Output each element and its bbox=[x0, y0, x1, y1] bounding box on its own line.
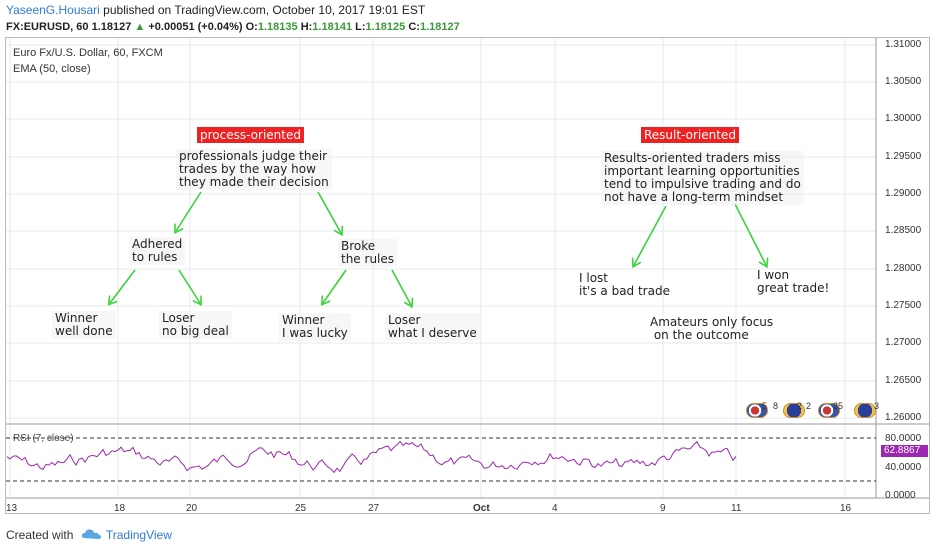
event-count: 8 bbox=[773, 401, 779, 411]
price-tick: 1.26000 bbox=[885, 412, 922, 423]
open-label: O: bbox=[245, 21, 258, 33]
loser-nobig-note[interactable]: Loser no big deal bbox=[159, 311, 232, 339]
loser-deserve-note[interactable]: Loser what I deserve bbox=[385, 313, 480, 341]
publish-date: published on TradingView.com, October 10… bbox=[103, 3, 426, 17]
winner-done-note[interactable]: Winner well done bbox=[52, 311, 116, 339]
result-oriented-label[interactable]: Result-oriented bbox=[641, 127, 739, 143]
arrow-to-adhered bbox=[176, 191, 202, 231]
price-tick: 1.27500 bbox=[885, 300, 922, 311]
time-tick: 25 bbox=[295, 503, 307, 514]
us-event-flag-icon[interactable] bbox=[818, 403, 840, 418]
time-tick: 20 bbox=[186, 503, 198, 514]
instrument-label: Euro Fx/U.S. Dollar, 60, FXCM bbox=[13, 47, 163, 59]
rsi-tick: 80.0000 bbox=[885, 433, 922, 444]
arrow-to-loser-deserve bbox=[391, 269, 411, 305]
created-with-text: Created with bbox=[6, 528, 74, 542]
last-price: 1.18127 bbox=[91, 21, 132, 33]
low-label: L: bbox=[355, 21, 366, 33]
time-tick: 4 bbox=[552, 503, 558, 514]
arrow-to-won bbox=[734, 203, 766, 265]
time-tick: 11 bbox=[731, 503, 742, 514]
result-oriented-note[interactable]: Results-oriented traders miss important … bbox=[601, 151, 804, 205]
price-tick: 1.31000 bbox=[885, 39, 922, 50]
open-value: 1.18135 bbox=[257, 21, 298, 33]
price-tick: 1.27000 bbox=[885, 337, 922, 348]
high-value: 1.18141 bbox=[312, 21, 353, 33]
close-label: C: bbox=[408, 21, 420, 33]
tradingview-link[interactable]: TradingView bbox=[105, 528, 172, 542]
won-note[interactable]: I won great trade! bbox=[757, 268, 830, 295]
publish-info: YaseenG.Housari published on TradingView… bbox=[6, 3, 425, 17]
ema-indicator-label[interactable]: EMA (50, close) bbox=[13, 63, 91, 75]
event-count: 5 bbox=[762, 401, 768, 411]
lost-note[interactable]: I lost it's a bad trade bbox=[579, 271, 670, 298]
process-oriented-note[interactable]: professionals judge their trades by the … bbox=[176, 149, 332, 190]
rsi-tick: 40.0000 bbox=[885, 462, 922, 473]
event-count: 3 bbox=[874, 401, 880, 411]
high-label: H: bbox=[300, 21, 313, 33]
time-tick: 27 bbox=[368, 503, 380, 514]
change-up-icon: ▲ bbox=[134, 21, 146, 33]
chart-frame[interactable] bbox=[5, 37, 930, 514]
symbol-label: FX:EURUSD, 60 bbox=[6, 21, 89, 33]
winner-lucky-note[interactable]: Winner I was lucky bbox=[279, 313, 351, 341]
arrow-to-broke bbox=[317, 191, 341, 233]
price-tick: 1.30000 bbox=[885, 113, 922, 124]
time-tick: Oct bbox=[473, 503, 490, 514]
arrow-to-loser-nobig bbox=[178, 269, 200, 303]
price-tick: 1.26500 bbox=[885, 375, 922, 386]
price-tick: 1.29000 bbox=[885, 188, 922, 199]
quote-bar: FX:EURUSD, 60 1.18127 ▲ +0.00051 (+0.04%… bbox=[6, 21, 460, 33]
arrow-to-lost bbox=[634, 205, 667, 265]
time-tick: 18 bbox=[114, 503, 126, 514]
eu-event-flag-icon[interactable] bbox=[783, 403, 805, 418]
amateurs-note[interactable]: Amateurs only focus on the outcome bbox=[650, 315, 774, 342]
price-tick: 1.29500 bbox=[885, 151, 922, 162]
time-tick: 9 bbox=[660, 503, 666, 514]
arrow-to-winner-lucky bbox=[323, 269, 347, 303]
time-tick: 16 bbox=[840, 503, 852, 514]
price-tick: 1.28500 bbox=[885, 225, 922, 236]
broke-note[interactable]: Broke the rules bbox=[338, 239, 398, 267]
tradingview-cloud-icon bbox=[81, 529, 101, 539]
eu-event-flag-icon[interactable] bbox=[854, 403, 876, 418]
author-link[interactable]: YaseenG.Housari bbox=[6, 3, 100, 17]
rsi-tick: 0.0000 bbox=[885, 490, 916, 501]
event-count: 2 bbox=[806, 401, 812, 411]
close-value: 1.18127 bbox=[419, 21, 460, 33]
us-event-flag-icon[interactable] bbox=[746, 403, 768, 418]
footer: Created with TradingView bbox=[6, 528, 172, 542]
process-oriented-label[interactable]: process-oriented bbox=[197, 127, 304, 143]
low-value: 1.18125 bbox=[365, 21, 406, 33]
price-tick: 1.28000 bbox=[885, 263, 922, 274]
adhered-note[interactable]: Adhered to rules bbox=[129, 237, 186, 265]
time-tick: 13 bbox=[6, 503, 18, 514]
price-change: +0.00051 (+0.04%) bbox=[148, 21, 243, 33]
rsi-current-value: 62.8867 bbox=[881, 445, 928, 457]
rsi-line bbox=[6, 440, 737, 474]
price-tick: 1.30500 bbox=[885, 76, 922, 87]
event-count: 35 bbox=[833, 401, 844, 411]
event-count: 2 bbox=[797, 401, 803, 411]
rsi-indicator-label[interactable]: RSI (7, close) bbox=[13, 433, 74, 444]
arrow-to-winner-done bbox=[110, 269, 136, 303]
